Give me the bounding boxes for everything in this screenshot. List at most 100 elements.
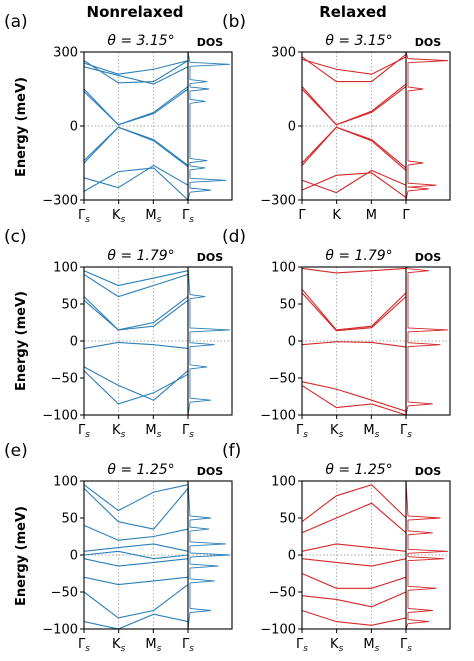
theta-label: θ = 3.15° <box>107 33 174 49</box>
ytick-label: −50 <box>51 586 78 601</box>
ytick-label: 0 <box>70 335 78 350</box>
ytick-label: 100 <box>53 261 78 276</box>
band-line <box>83 60 189 75</box>
ytick-label: −50 <box>269 586 296 601</box>
band-line <box>83 164 189 189</box>
ytick-label: −50 <box>269 372 296 387</box>
band-line <box>301 341 407 348</box>
band-line <box>83 126 189 166</box>
band-line <box>301 172 407 198</box>
band-line <box>83 366 189 401</box>
ytick-label: −50 <box>51 372 78 387</box>
band-line <box>83 524 189 541</box>
panel-label: (b) <box>222 12 246 32</box>
xtick-label: Ms <box>363 637 379 654</box>
ytick-label: 300 <box>53 46 78 61</box>
xtick-label: Ks <box>330 637 344 654</box>
dos-label: DOS <box>415 251 441 264</box>
panel-label: (c) <box>4 227 27 247</box>
ytick-label: 50 <box>279 512 296 527</box>
band-line <box>83 550 189 560</box>
xtick-label: Ks <box>330 423 344 440</box>
band-line <box>301 543 407 552</box>
ytick-label: 50 <box>61 512 78 527</box>
ytick-label: 0 <box>70 549 78 564</box>
band-line <box>83 299 189 331</box>
ytick-label: 0 <box>288 549 296 564</box>
xtick-label: Γs <box>182 208 194 225</box>
panel-label: (f) <box>222 441 241 461</box>
ytick-label: 0 <box>288 335 296 350</box>
band-line <box>301 384 407 416</box>
theta-label: θ = 1.25° <box>325 462 392 478</box>
ytick-label: −100 <box>260 623 296 638</box>
band-line <box>301 484 407 523</box>
band-line <box>83 66 189 85</box>
theta-label: θ = 3.15° <box>325 33 392 49</box>
band-line <box>83 558 189 567</box>
band-line <box>301 558 407 567</box>
panel-label: (a) <box>4 12 28 32</box>
band-line <box>83 370 189 405</box>
xtick-label: Γ <box>402 208 410 223</box>
band-line <box>301 502 407 534</box>
xtick-label: Γ <box>298 208 306 223</box>
band-line <box>83 584 189 619</box>
band-line <box>83 613 189 630</box>
col-title-nonrelaxed: Nonrelaxed <box>87 3 184 21</box>
dos-label: DOS <box>197 36 223 49</box>
band-line <box>301 83 407 126</box>
xtick-label: K <box>332 208 341 223</box>
col-title-relaxed: Relaxed <box>319 3 387 21</box>
dos-curve <box>405 480 449 630</box>
ytick-label: 50 <box>279 298 296 313</box>
ytick-label: −100 <box>42 623 78 638</box>
ytick-label: 100 <box>53 475 78 490</box>
ytick-label: −100 <box>260 409 296 424</box>
band-line <box>83 270 189 287</box>
band-line <box>301 56 407 75</box>
band-line <box>83 60 189 84</box>
theta-label: θ = 1.79° <box>325 248 392 264</box>
band-line <box>83 273 189 298</box>
dos-label: DOS <box>197 465 223 478</box>
band-line <box>83 543 189 552</box>
band-line <box>83 126 189 168</box>
xtick-label: Ms <box>145 637 161 654</box>
theta-label: θ = 1.79° <box>107 248 174 264</box>
band-line <box>301 126 407 169</box>
band-line <box>301 54 407 83</box>
xtick-label: Γs <box>400 637 412 654</box>
ylabel-row-2: Energy (meV) <box>14 291 29 391</box>
band-line <box>83 484 189 512</box>
ytick-label: 0 <box>70 120 78 135</box>
ytick-label: 100 <box>271 261 296 276</box>
xtick-label: Γs <box>400 423 412 440</box>
xtick-label: M <box>366 208 377 223</box>
dos-label: DOS <box>415 36 441 49</box>
xtick-label: Γs <box>78 637 90 654</box>
xtick-label: Γs <box>78 423 90 440</box>
band-line <box>301 126 407 171</box>
ytick-label: 300 <box>271 46 296 61</box>
band-line <box>83 576 189 586</box>
band-line <box>83 488 189 530</box>
dos-curve <box>405 51 449 201</box>
xtick-label: Γs <box>296 637 308 654</box>
band-line <box>83 86 189 126</box>
ytick-label: 50 <box>61 298 78 313</box>
band-line <box>301 288 407 331</box>
dos-curve <box>405 266 449 416</box>
xtick-label: Ms <box>363 423 379 440</box>
band-line <box>301 292 407 332</box>
xtick-label: Γs <box>78 208 90 225</box>
xtick-label: Ks <box>112 637 126 654</box>
dos-label: DOS <box>197 251 223 264</box>
xtick-label: Ks <box>112 423 126 440</box>
band-line <box>301 609 407 626</box>
